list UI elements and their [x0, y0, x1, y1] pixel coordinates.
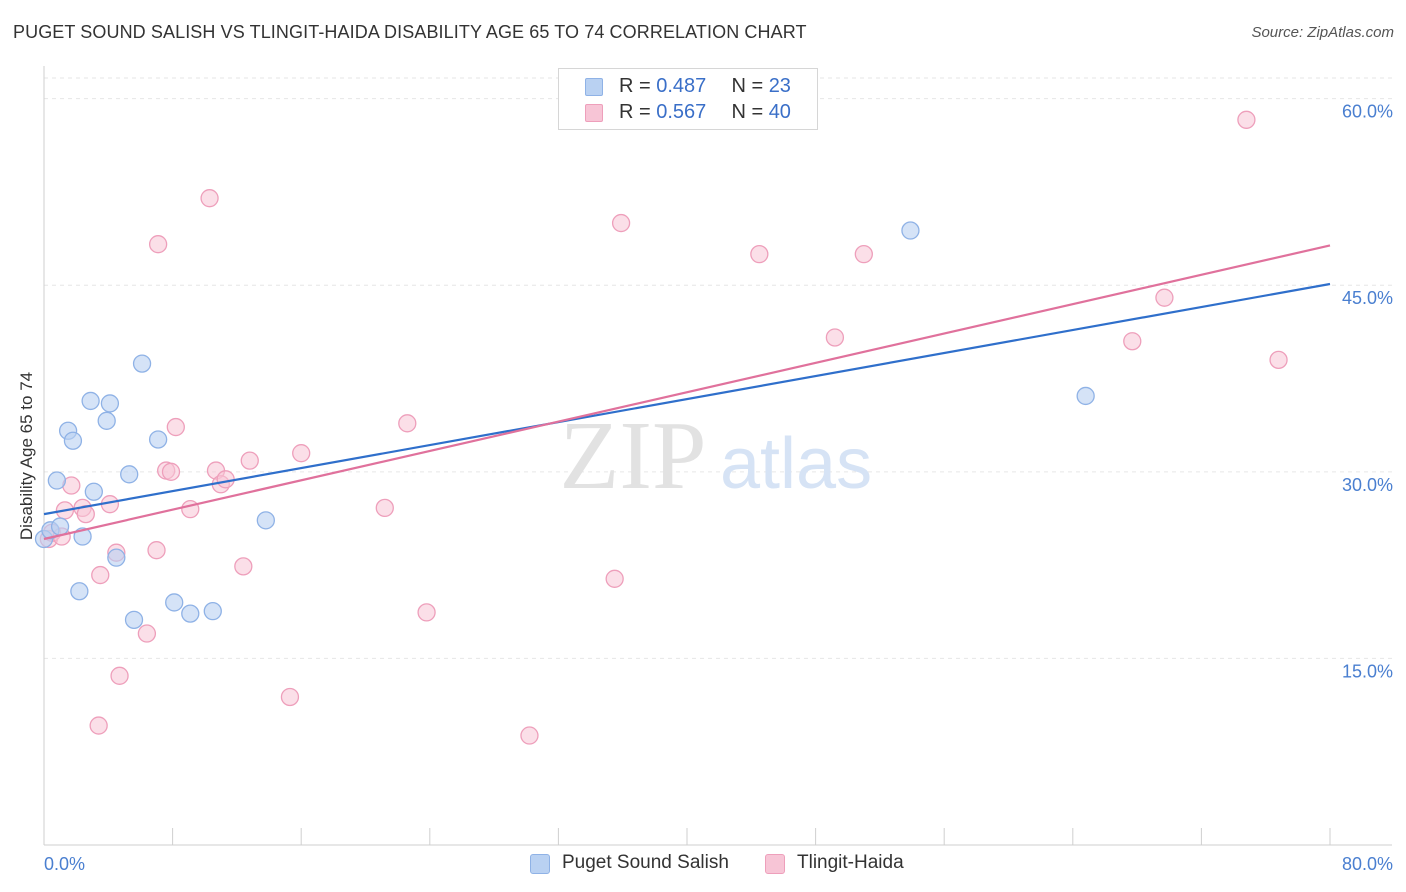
- data-point-tlingit-haida: [200, 189, 219, 208]
- legend-label: Puget Sound Salish: [562, 852, 729, 873]
- data-point-tlingit-haida: [216, 470, 235, 489]
- data-point-puget-sound-salish: [181, 604, 200, 623]
- data-point-tlingit-haida: [375, 498, 394, 518]
- data-point-tlingit-haida: [854, 244, 873, 264]
- data-point-puget-sound-salish: [97, 411, 116, 430]
- data-point-tlingit-haida: [1123, 332, 1142, 351]
- data-point-puget-sound-salish: [100, 394, 120, 413]
- data-point-tlingit-haida: [605, 569, 624, 588]
- x-tick-label: 80.0%: [1342, 854, 1393, 874]
- data-point-tlingit-haida: [147, 541, 166, 560]
- source-label: Source: ZipAtlas.com: [1251, 24, 1394, 41]
- data-point-puget-sound-salish: [50, 517, 70, 536]
- data-point-tlingit-haida: [110, 666, 129, 685]
- data-point-tlingit-haida: [137, 624, 157, 643]
- data-point-puget-sound-salish: [901, 221, 920, 240]
- trend-line-puget-sound-salish: [43, 282, 1331, 516]
- stats-legend: R = 0.487 N = 23 R = 0.567 N = 40: [558, 68, 818, 130]
- data-point-tlingit-haida: [89, 716, 108, 735]
- legend-r-label: R =: [619, 101, 657, 123]
- legend-n-label: N =: [731, 101, 769, 123]
- watermark-zip: ZIP: [560, 402, 707, 510]
- x-tick-label: 0.0%: [44, 854, 85, 874]
- data-point-puget-sound-salish: [70, 582, 89, 601]
- data-point-tlingit-haida: [398, 414, 417, 433]
- tick-labels: 15.0% 30.0% 45.0% 60.0% 0.0% 80.0%: [44, 102, 1393, 874]
- data-point-puget-sound-salish: [120, 465, 139, 484]
- data-point-puget-sound-salish: [47, 471, 67, 490]
- data-point-tlingit-haida: [825, 328, 845, 347]
- data-point-tlingit-haida: [520, 726, 539, 745]
- data-point-puget-sound-salish: [124, 610, 144, 630]
- data-point-puget-sound-salish: [84, 482, 103, 501]
- legend-swatch-pink: [765, 854, 785, 874]
- legend-n-value: 40: [768, 101, 791, 123]
- data-point-puget-sound-salish: [107, 548, 126, 567]
- data-point-tlingit-haida: [1237, 110, 1256, 129]
- y-tick-label: 45.0%: [1342, 288, 1393, 308]
- legend-n-value: 23: [768, 75, 791, 97]
- legend-label: Tlingit-Haida: [797, 852, 904, 873]
- data-point-tlingit-haida: [417, 603, 436, 622]
- legend-swatch-pink: [585, 104, 603, 122]
- legend-r-value: 0.567: [656, 101, 707, 123]
- chart-title: PUGET SOUND SALISH VS TLINGIT-HAIDA DISA…: [13, 22, 807, 42]
- data-point-puget-sound-salish: [148, 430, 168, 449]
- legend-n-label: N =: [731, 75, 769, 97]
- data-point-puget-sound-salish: [165, 593, 184, 612]
- data-point-puget-sound-salish: [63, 431, 83, 450]
- data-point-puget-sound-salish: [81, 391, 100, 411]
- y-tick-label: 15.0%: [1342, 661, 1393, 681]
- data-point-puget-sound-salish: [256, 511, 275, 530]
- data-point-tlingit-haida: [148, 235, 168, 254]
- trend-line-tlingit-haida: [43, 244, 1331, 541]
- data-point-puget-sound-salish: [132, 354, 152, 373]
- data-point-tlingit-haida: [280, 687, 300, 707]
- data-point-tlingit-haida: [161, 462, 181, 481]
- data-point-tlingit-haida: [234, 557, 253, 576]
- axes: [43, 66, 1392, 846]
- data-point-tlingit-haida: [240, 451, 259, 470]
- trend-lines: [43, 244, 1331, 541]
- data-point-tlingit-haida: [1155, 288, 1174, 307]
- data-point-puget-sound-salish: [1076, 386, 1095, 406]
- data-point-tlingit-haida: [91, 565, 110, 585]
- series-legend: Puget Sound Salish Tlingit-Haida: [0, 852, 1406, 876]
- watermark-atlas: atlas: [720, 424, 872, 504]
- data-point-tlingit-haida: [611, 213, 631, 233]
- data-point-puget-sound-salish: [203, 601, 222, 621]
- data-point-tlingit-haida: [1269, 350, 1288, 370]
- data-point-tlingit-haida: [292, 444, 311, 463]
- data-point-tlingit-haida: [750, 244, 769, 264]
- data-point-tlingit-haida: [166, 417, 185, 437]
- y-tick-label: 60.0%: [1342, 102, 1393, 122]
- y-tick-label: 30.0%: [1342, 475, 1393, 495]
- legend-swatch-blue: [585, 78, 603, 96]
- watermark: ZIP atlas: [560, 402, 873, 510]
- legend-swatch-blue: [530, 854, 550, 874]
- legend-r-value: 0.487: [656, 75, 707, 97]
- legend-r-label: R =: [619, 75, 657, 97]
- series-tlingit-haida: [39, 110, 1288, 745]
